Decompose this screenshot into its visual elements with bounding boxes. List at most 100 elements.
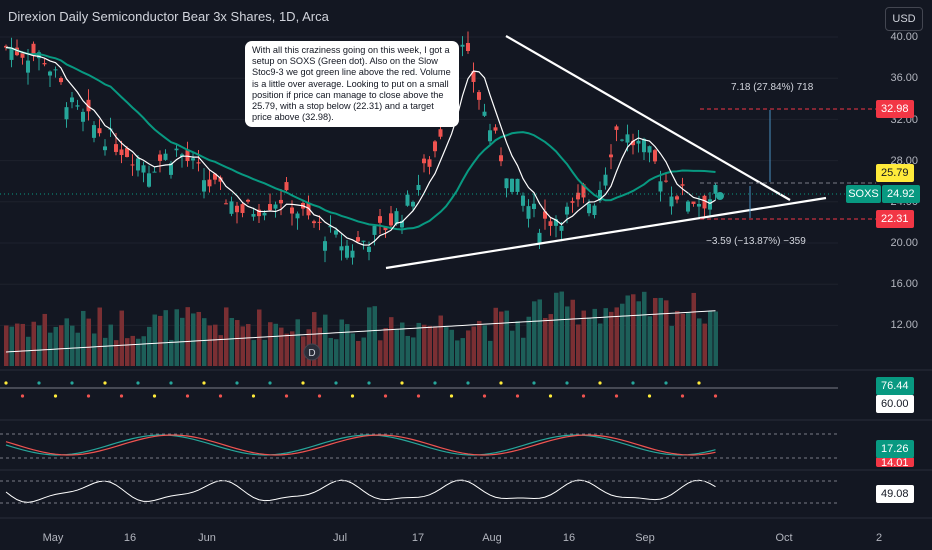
candle-body xyxy=(125,148,129,158)
indicator1-dot xyxy=(680,394,685,398)
indicator1-dot xyxy=(581,394,586,398)
candle-body xyxy=(103,146,107,151)
volume-bar xyxy=(328,337,333,366)
volume-bar xyxy=(15,323,20,366)
indicator1-dot xyxy=(70,381,74,385)
volume-bar xyxy=(460,338,465,366)
price-tick-36: 36.00 xyxy=(890,72,918,84)
indicator1-dot xyxy=(169,381,173,385)
volume-bar xyxy=(75,332,80,366)
time-tick-sep: Sep xyxy=(635,532,655,544)
candle-body xyxy=(53,69,58,71)
candle-body xyxy=(174,148,179,151)
candle-body xyxy=(213,173,217,180)
volume-bar xyxy=(383,328,388,366)
candle-body xyxy=(433,141,437,152)
stochastic-k-line xyxy=(5,434,716,456)
volume-bar xyxy=(246,324,251,366)
indicator1-dot xyxy=(103,381,107,385)
candle-body xyxy=(257,209,261,217)
trendline-upper xyxy=(505,35,791,201)
indicator1-dot xyxy=(383,394,388,398)
symbol-badge: SOXS xyxy=(846,185,881,203)
candle-body xyxy=(614,126,619,130)
candle-body xyxy=(64,107,69,120)
trendline-lower xyxy=(385,196,827,270)
candle-body xyxy=(378,216,382,223)
volume-bar xyxy=(152,314,157,366)
candle-body xyxy=(422,158,426,164)
candle-body xyxy=(356,237,360,242)
volume-bar xyxy=(334,339,339,366)
volume-bar xyxy=(196,311,201,366)
candle-body xyxy=(504,178,509,189)
candle-body xyxy=(361,240,366,242)
indicator1-value-b: 60.00 xyxy=(876,395,914,413)
volume-bar xyxy=(570,299,575,366)
volume-bar xyxy=(405,335,410,366)
volume-bar xyxy=(42,313,47,366)
candle-body xyxy=(411,201,415,207)
candle-body xyxy=(42,63,47,65)
candle-body xyxy=(141,165,146,173)
indicator1-dot xyxy=(697,381,701,385)
volume-bar xyxy=(295,319,300,366)
candle-body xyxy=(515,178,520,192)
indicator2-value-a: 17.26 xyxy=(876,440,914,458)
candle-body xyxy=(26,60,30,73)
indicator1-dot xyxy=(185,394,190,398)
candle-body xyxy=(493,127,498,131)
candle-body xyxy=(438,129,443,137)
candle-body xyxy=(625,134,630,143)
setup-dot xyxy=(716,192,724,200)
candle-body xyxy=(367,246,371,252)
candle-body xyxy=(136,158,140,171)
volume-bar xyxy=(598,323,603,366)
candle-body xyxy=(609,154,613,158)
volume-bar xyxy=(691,292,696,366)
currency-selector[interactable]: USD xyxy=(885,7,923,31)
indicator1-dot xyxy=(20,394,25,398)
dividend-marker xyxy=(303,343,321,361)
candle-body xyxy=(664,180,668,182)
candle-body xyxy=(603,174,608,186)
volume-bar xyxy=(361,337,366,366)
volume-bar xyxy=(422,324,427,366)
price-tick-12: 12.00 xyxy=(890,319,918,331)
volume-bar xyxy=(554,292,559,366)
volume-bar xyxy=(658,297,663,366)
volume-bar xyxy=(20,323,25,366)
candle-body xyxy=(20,53,25,58)
volume-bar xyxy=(592,308,597,366)
volume-bar xyxy=(411,337,416,366)
volume-bar xyxy=(64,318,69,366)
volume-bar xyxy=(317,327,322,366)
volume-bar xyxy=(125,338,130,366)
indicator1-dot xyxy=(350,394,355,398)
volume-bar xyxy=(312,312,317,366)
indicator1-dot xyxy=(218,394,223,398)
measure-up-label: 7.18 (27.84%) 718 xyxy=(731,82,814,93)
volume-bar xyxy=(565,306,570,366)
volume-bar xyxy=(92,333,97,366)
candle-body xyxy=(592,205,597,216)
volume-bar xyxy=(482,325,487,366)
measure-down-label: −3.59 (−13.87%) −359 xyxy=(706,236,806,247)
candle-body xyxy=(306,202,311,216)
indicator1-dot xyxy=(4,381,8,385)
volume-bar xyxy=(400,322,405,366)
volume-bar xyxy=(697,318,702,366)
candle-body xyxy=(202,180,206,192)
indicator1-dot xyxy=(152,394,157,398)
trade-note[interactable]: With all this craziness going on this we… xyxy=(245,41,459,128)
volume-bar xyxy=(636,301,641,366)
candle-body xyxy=(70,97,74,103)
candle-body xyxy=(669,196,674,207)
last-price-badge: 24.92 xyxy=(882,185,920,203)
indicator1-dot xyxy=(532,381,536,385)
volume-bar xyxy=(433,326,438,366)
volume-bar xyxy=(108,324,113,366)
volume-bar xyxy=(438,315,443,366)
candle-body xyxy=(647,146,652,153)
